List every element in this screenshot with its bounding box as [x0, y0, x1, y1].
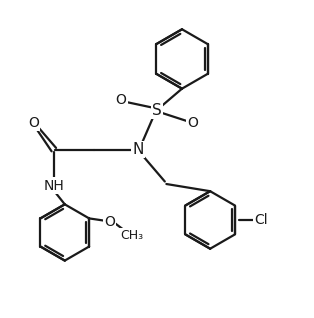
- Text: S: S: [152, 103, 162, 118]
- Text: CH₃: CH₃: [120, 229, 143, 242]
- Text: N: N: [133, 142, 144, 157]
- Text: O: O: [116, 93, 127, 107]
- Text: Cl: Cl: [254, 213, 268, 227]
- Text: O: O: [104, 215, 115, 229]
- Text: O: O: [187, 116, 198, 130]
- Text: O: O: [28, 116, 39, 130]
- Text: NH: NH: [43, 179, 64, 193]
